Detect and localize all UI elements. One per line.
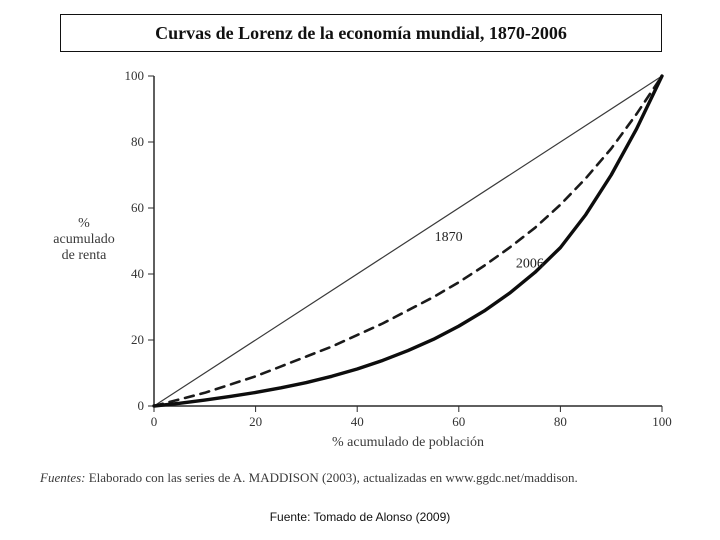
x-tick-label: 40 xyxy=(351,414,364,429)
chart-container: % acumulado de renta 0204060801000204060… xyxy=(40,66,680,466)
source-rest: Elaborado con las series de A. MADDISON … xyxy=(85,470,577,485)
x-tick-label: 0 xyxy=(151,414,158,429)
series-label-2006: 2006 xyxy=(516,256,544,271)
series-label-1870: 1870 xyxy=(435,230,463,245)
y-axis-label-line2: acumulado xyxy=(53,232,114,247)
x-tick-label: 60 xyxy=(452,414,465,429)
x-tick-label: 100 xyxy=(652,414,672,429)
y-axis-label-line1: % xyxy=(78,216,90,231)
x-tick-label: 80 xyxy=(554,414,567,429)
y-tick-label: 0 xyxy=(138,398,145,413)
y-axis-label: % acumulado de renta xyxy=(38,216,130,264)
y-axis-label-line3: de renta xyxy=(62,248,107,263)
source-citation-long: Fuentes: Elaborado con las series de A. … xyxy=(40,470,680,486)
x-tick-label: 20 xyxy=(249,414,262,429)
source-prefix: Fuentes: xyxy=(40,470,85,485)
chart-title: Curvas de Lorenz de la economía mundial,… xyxy=(155,23,567,44)
lorenz-chart: 02040608010002040608010018702006% acumul… xyxy=(40,66,680,466)
y-tick-label: 60 xyxy=(131,200,144,215)
y-tick-label: 20 xyxy=(131,332,144,347)
x-axis-label: % acumulado de población xyxy=(332,435,484,450)
page: Curvas de Lorenz de la economía mundial,… xyxy=(0,0,720,540)
source-citation-short: Fuente: Tomado de Alonso (2009) xyxy=(0,510,720,524)
chart-title-box: Curvas de Lorenz de la economía mundial,… xyxy=(60,14,662,52)
y-tick-label: 80 xyxy=(131,134,144,149)
y-tick-label: 40 xyxy=(131,266,144,281)
y-tick-label: 100 xyxy=(125,68,145,83)
